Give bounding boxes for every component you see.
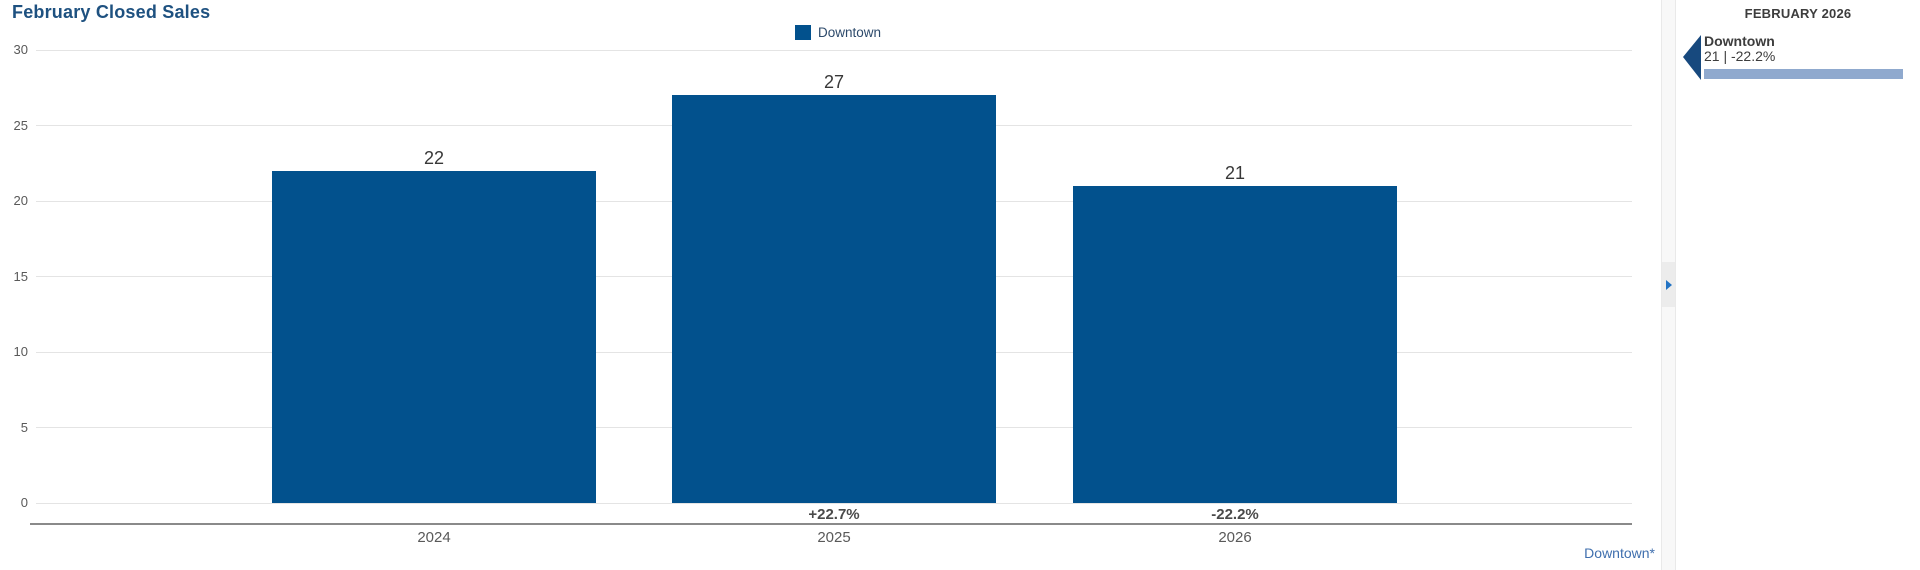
pct-change-label: +22.7% (808, 506, 860, 523)
x-axis-category-label: 2025 (817, 529, 851, 546)
gridline-30 (36, 49, 1632, 51)
y-axis-tick-label: 25 (13, 117, 28, 133)
legend-label: Downtown (818, 25, 882, 40)
gridline-0 (36, 502, 1632, 504)
y-axis-tick-label: 0 (20, 495, 28, 510)
chart-title: February Closed Sales (12, 2, 211, 22)
bar-value-label: 27 (823, 72, 845, 93)
chevron-right-icon (1665, 279, 1672, 290)
y-axis-tick-label: 5 (20, 419, 28, 435)
x-axis-category-label: 2026 (1218, 529, 1252, 546)
chart-area: February Closed Sales Downtown 0 5 10 15 20 2… (12, 2, 1655, 561)
entry-body: Downtown 21 | -22.2% (1704, 34, 1903, 79)
y-axis-tick-label: 15 (13, 268, 28, 284)
summary-entry-downtown[interactable]: Downtown 21 | -22.2% (1676, 34, 1920, 80)
x-axis-line (30, 523, 1632, 525)
downtown-footnote-link[interactable]: Downtown* (1584, 545, 1655, 561)
summary-side-panel: FEBRUARY 2026 Downtown 21 | -22.2% (1676, 0, 1920, 570)
entry-stat: 21 | -22.2% (1704, 48, 1776, 64)
pct-change-label: -22.2% (1211, 506, 1259, 523)
legend-swatch-icon (795, 25, 811, 40)
legend-item-downtown[interactable]: Downtown (795, 25, 881, 40)
y-axis-tick-label: 20 (13, 193, 28, 208)
bar-value-label: 22 (423, 147, 445, 168)
panel-collapse-divider[interactable] (1661, 0, 1676, 570)
plot-region: 0 5 10 15 20 25 30 22 2024 27 +22.7% 2025 21 -22.2% 20… (13, 42, 1632, 546)
bar-2026[interactable] (1073, 185, 1397, 503)
x-axis-category-label: 2024 (417, 529, 451, 546)
panel-heading: FEBRUARY 2026 (1744, 6, 1852, 21)
bar-2024[interactable] (272, 170, 596, 503)
expand-panel-button[interactable] (1662, 262, 1675, 307)
y-axis-tick-label: 30 (13, 42, 28, 57)
entry-value-bar (1704, 69, 1903, 79)
bar-2025[interactable] (672, 95, 996, 503)
triangle-left-icon (1683, 35, 1701, 80)
bar-value-label: 21 (1224, 162, 1246, 183)
y-axis-tick-label: 10 (13, 344, 28, 359)
entry-name: Downtown (1704, 33, 1775, 49)
